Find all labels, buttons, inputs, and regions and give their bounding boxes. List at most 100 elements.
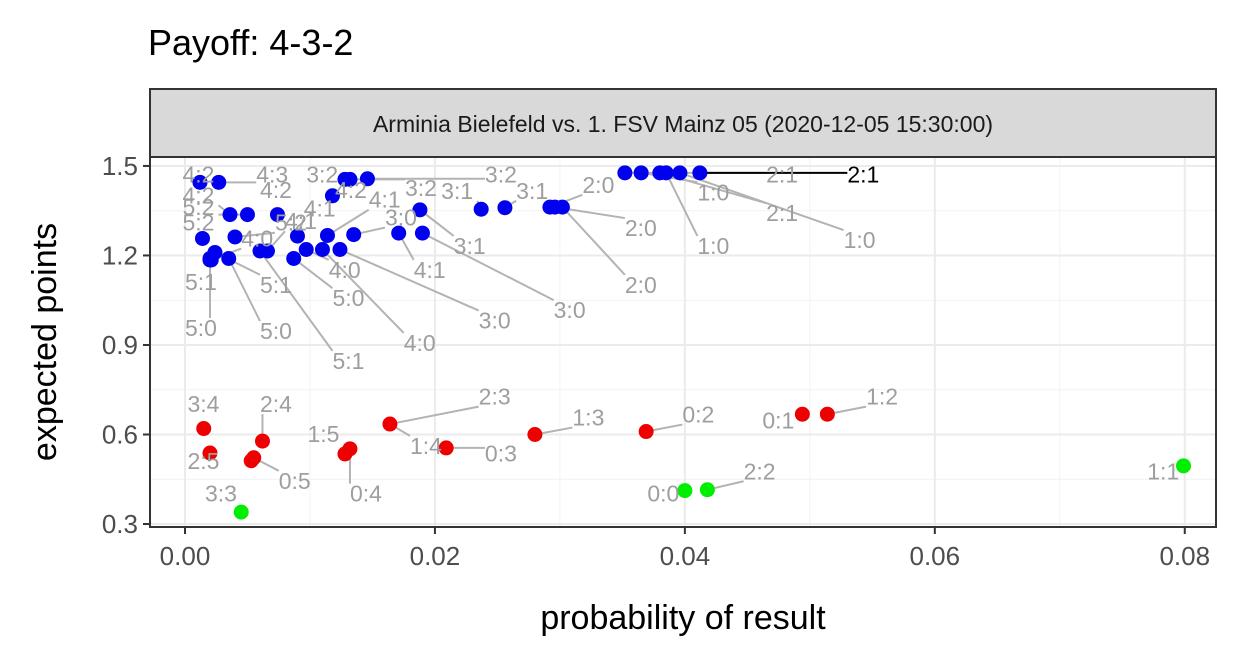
point-label: 1:2 [866,384,898,410]
data-point-away-win [382,416,398,432]
point-label: 0:1 [762,408,794,434]
point-label: 4:2 [335,177,367,203]
point-label: 3:2 [485,161,517,187]
point-label: 4:0 [241,226,273,252]
data-point-home-win [314,242,330,257]
point-label: 3:1 [516,178,548,204]
point-label: 4:2 [260,177,292,203]
point-label: 0:2 [682,402,714,428]
point-label: 2:0 [582,172,614,198]
data-point-home-win [346,227,362,243]
point-label: 0:4 [350,481,382,507]
point-label: 4:1 [369,187,401,213]
point-label: 5:2 [275,210,307,236]
data-point-home-win [202,252,218,268]
y-tick-label: 1.5 [102,151,138,181]
data-point-home-win [324,188,340,204]
data-point-draw [233,504,249,520]
label-connector [561,206,626,276]
data-point-home-win [319,227,335,243]
data-point-home-win [211,174,227,190]
y-tick-label: 0.6 [102,420,138,450]
plot-panel: 4:2 4:3 3:23:23:24:25:24:2 4:25:2 5:24:1 4:13… [149,156,1217,528]
point-label: 1:0 [844,227,876,253]
point-label: 3:0 [385,205,417,231]
point-label: 5:0 [260,318,292,344]
label-connector [679,171,844,231]
y-axis: 0.3 0.6 0.9 1.2 1.5 [102,151,150,539]
data-point-away-win [196,421,212,437]
point-label: 3:0 [554,297,586,323]
label-connector [259,250,334,352]
label-connector [321,248,405,334]
x-tick-label: 0.02 [410,541,461,571]
data-point-home-win [672,165,688,181]
point-label: 1:0 [697,233,729,259]
point-label: 1:0 [697,179,729,205]
y-tick-label: 0.9 [102,330,138,360]
data-point-away-win [243,453,259,469]
data-point-away-win [254,433,270,449]
data-point-home-win [473,201,489,217]
facet-strip: Arminia Bielefeld vs. 1. FSV Mainz 05 (2… [149,88,1217,158]
data-point-home-win [289,228,305,244]
point-label: 5:1 [332,348,364,374]
data-point-home-win [497,200,513,216]
point-label: 2:1 [766,161,798,187]
point-label: 0:3 [485,440,517,466]
data-point-draw [699,482,715,498]
chart-title: Payoff: 4-3-2 [148,22,353,63]
data-point-home-win [658,165,674,181]
label-connector [421,232,555,302]
data-point-home-win [414,225,430,241]
data-point-home-win [342,171,358,187]
data-point-draw [1176,458,1192,474]
point-label: 2:0 [625,272,657,298]
point-label: 3:4 [187,391,219,417]
data-point-home-win [239,207,255,223]
x-axis: 0.00 0.02 0.04 0.06 0.08 [160,527,1210,571]
data-point-away-win [819,406,835,422]
data-point-home-win [554,199,570,215]
x-tick-label: 0.00 [160,541,211,571]
point-label: 2:3 [479,384,511,410]
point-label: 3:1 [441,178,473,204]
facet-label: Arminia Bielefeld vs. 1. FSV Mainz 05 (2… [373,111,993,137]
point-label: 0:5 [279,468,311,494]
point-label: 5:2 [182,210,214,236]
data-point-home-win [222,207,238,223]
x-tick-label: 0.04 [660,541,711,571]
data-point-home-win [692,165,708,181]
label-connector [665,172,699,237]
label-connector [389,405,479,426]
point-label: 1:1 [1147,458,1179,484]
data-point-home-win [221,250,237,266]
point-label: 4:1 [414,257,446,283]
label-connector [326,208,370,237]
x-tick-label: 0.06 [910,541,961,571]
point-label: 3:1 [454,233,486,259]
point-label: 0:0 [647,481,679,507]
point-label: 2:2 [744,458,776,484]
point-label: 1:3 [572,405,604,431]
y-axis-title: expected points [26,223,64,461]
point-label: 1:4 [410,433,442,459]
data-point-away-win [202,445,218,461]
point-label: 5:1 [260,272,292,298]
point-label: 5:0 [332,285,364,311]
point-label: 4:2 [182,161,214,187]
point-label: 4:0 [329,257,361,283]
label-connector [339,248,480,312]
data-point-away-win [438,440,454,456]
x-tick-label: 0.08 [1159,541,1210,571]
point-label: 2:1 [847,161,879,187]
data-point-away-win [527,427,543,442]
label-connector [293,257,334,289]
point-label: 4:3 [256,161,288,187]
label-connector [227,258,261,322]
data-point-home-win [391,225,407,241]
point-label: 3:2 [405,175,437,201]
point-label: 4:0 [404,330,436,356]
point-label: 3:3 [205,481,237,507]
data-point-home-win [298,242,314,257]
